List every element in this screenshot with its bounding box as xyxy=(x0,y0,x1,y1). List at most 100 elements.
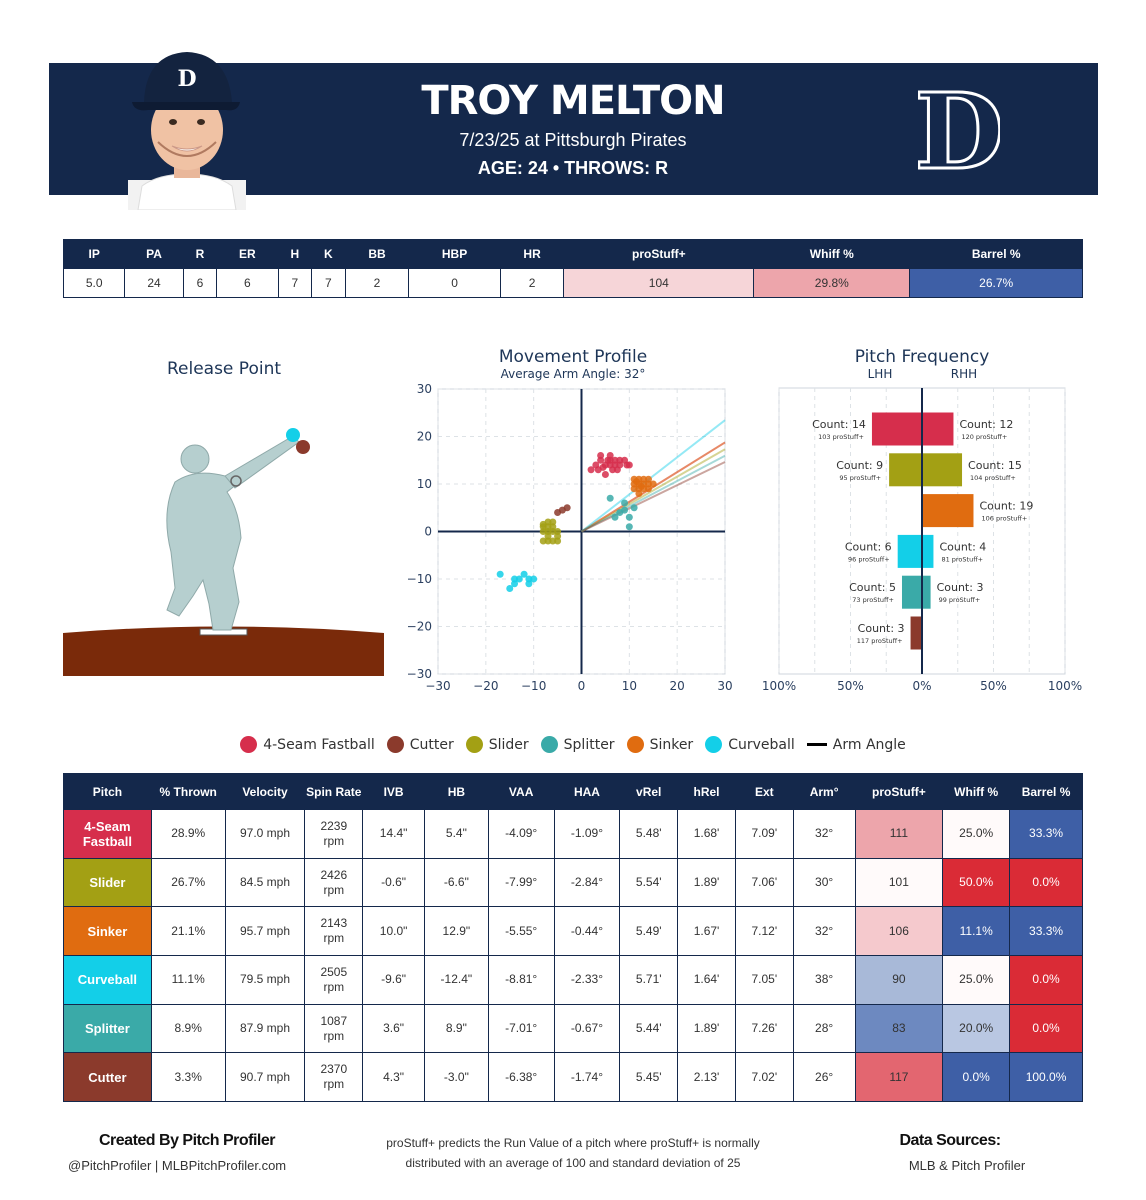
stat-header: R xyxy=(182,239,218,269)
stat-header: Whiff % xyxy=(753,239,911,269)
thrown-cell: 21.1% xyxy=(150,906,226,957)
y-tick-label: 20 xyxy=(417,430,432,444)
movement-point xyxy=(637,482,645,490)
game-info: 7/23/25 at Pittsburgh Pirates xyxy=(459,130,687,150)
arm-angle-line xyxy=(580,419,726,533)
lhh-count-label: Count: 14 xyxy=(812,418,866,431)
player-headshot: D xyxy=(128,52,246,210)
movement-title: Movement Profile xyxy=(498,347,648,367)
legend-swatch xyxy=(386,736,404,753)
hb-cell: -6.6" xyxy=(423,857,489,908)
movement-point xyxy=(606,456,614,464)
hb-cell: 5.4" xyxy=(423,809,489,859)
stat-header: IP xyxy=(62,239,126,269)
pitch-table-header: vRel xyxy=(619,773,679,810)
arm-cell: 30° xyxy=(792,857,856,908)
table-row: Cutter 3.3% 90.7 mph 2370 rpm 4.3" -3.0" -6.38°… xyxy=(63,1052,1083,1103)
stat-header: HBP xyxy=(408,239,501,269)
arm-cell: 32° xyxy=(792,906,856,957)
movement-point xyxy=(549,528,557,535)
y-tick-label: −10 xyxy=(407,572,432,586)
y-tick-label: 10 xyxy=(417,477,432,491)
x-tick-label: 100% xyxy=(762,679,796,693)
x-tick-label: 30 xyxy=(717,679,732,693)
pitch-table-header: Velocity xyxy=(224,773,306,810)
movement-point xyxy=(558,506,566,514)
movement-point xyxy=(549,518,557,526)
social-handles: @PitchProfiler | MLBPitchProfiler.com xyxy=(68,1158,287,1173)
movement-point xyxy=(506,585,514,592)
pitch-table-header: proStuff+ xyxy=(854,773,944,810)
pitch-metrics-table: Pitch% Thrown Velocity Spin Rate IVB HB VAA HA… xyxy=(63,773,1083,1103)
movement-point xyxy=(515,575,523,583)
vrel-cell: 5.44' xyxy=(619,1003,679,1054)
thrown-cell: 28.9% xyxy=(150,809,226,859)
stuff-cell: 111 xyxy=(854,809,944,859)
rhh-bar xyxy=(922,534,934,568)
age-throws: AGE: 24 • THROWS: R xyxy=(477,158,669,178)
vaa-cell: -5.55° xyxy=(487,906,555,957)
legend-swatch xyxy=(705,736,723,753)
lhh-stuff-label: 103 proStuff+ xyxy=(818,433,864,441)
stat-value: 26.7% xyxy=(909,268,1083,298)
legend-label: Splitter xyxy=(563,736,615,753)
release-cutter-dot xyxy=(296,440,310,454)
spin-cell: 2426 rpm xyxy=(304,857,364,908)
vrel-cell: 5.54' xyxy=(619,857,679,908)
stat-value: 6 xyxy=(182,268,218,298)
x-tick-label: 0% xyxy=(912,679,931,693)
lhh-bar xyxy=(901,575,922,609)
movement-point xyxy=(539,520,547,528)
ivb-cell: 4.3" xyxy=(362,1052,425,1103)
lhh-stuff-label: 73 proStuff+ xyxy=(852,596,894,604)
stat-header: HR xyxy=(499,239,565,269)
arm-angle-line xyxy=(581,454,726,533)
movement-point xyxy=(649,480,657,488)
stat-header: proStuff+ xyxy=(563,239,755,269)
movement-point xyxy=(539,528,547,535)
stat-value: 6 xyxy=(216,268,279,298)
rhh-stuff-label: 81 proStuff+ xyxy=(941,555,983,563)
hrel-cell: 1.64' xyxy=(677,955,736,1005)
arm-cell: 32° xyxy=(792,809,856,859)
created-by: Created By Pitch Profiler xyxy=(99,1132,276,1149)
vaa-cell: -6.38° xyxy=(487,1052,555,1103)
haa-cell: -0.67° xyxy=(553,1003,621,1054)
movement-point xyxy=(621,499,629,507)
pitch-name-cell: Cutter xyxy=(63,1052,152,1103)
whiff-cell: 20.0% xyxy=(942,1003,1011,1054)
stat-value: 104 xyxy=(563,268,755,298)
ext-cell: 7.26' xyxy=(734,1003,794,1054)
movement-point xyxy=(611,513,619,521)
spin-value: 2239 xyxy=(320,818,348,833)
x-tick-label: 50% xyxy=(980,679,1007,693)
whiff-cell: 11.1% xyxy=(942,906,1011,957)
rhh-bar xyxy=(922,412,954,446)
movement-point xyxy=(625,523,633,531)
ivb-cell: -9.6" xyxy=(362,955,425,1005)
release-curveball-dot xyxy=(286,428,300,442)
y-tick-label: 0 xyxy=(424,525,432,539)
legend-swatch xyxy=(465,736,483,753)
haa-cell: -1.09° xyxy=(553,809,621,859)
barrel-cell: 33.3% xyxy=(1009,809,1083,859)
haa-cell: -2.84° xyxy=(553,857,621,908)
movement-point xyxy=(644,475,652,483)
spin-cell: 1087 rpm xyxy=(304,1003,364,1054)
legend-item: Splitter xyxy=(540,736,615,753)
hrel-cell: 1.67' xyxy=(677,906,736,957)
movement-point xyxy=(544,537,552,545)
velo-cell: 84.5 mph xyxy=(224,857,306,908)
hrel-cell: 1.89' xyxy=(677,857,736,908)
x-tick-label: 0 xyxy=(578,679,586,693)
table-row: Curveball 11.1% 79.5 mph 2505 rpm -9.6" -12.4"… xyxy=(63,955,1083,1005)
movement-profile-chart: −30 −20 −10 0 10 20 30 30 20 10 0 −10 −20 −30 xyxy=(407,382,733,693)
data-sources: MLB & Pitch Profiler xyxy=(908,1158,1026,1173)
velo-cell: 79.5 mph xyxy=(224,955,306,1005)
stuff-cell: 106 xyxy=(854,906,944,957)
movement-point xyxy=(554,537,562,545)
pitch-table-header: VAA xyxy=(487,773,555,810)
stat-value: 7 xyxy=(311,268,346,298)
legend-swatch xyxy=(240,736,258,753)
y-tick-label: 30 xyxy=(417,382,432,396)
